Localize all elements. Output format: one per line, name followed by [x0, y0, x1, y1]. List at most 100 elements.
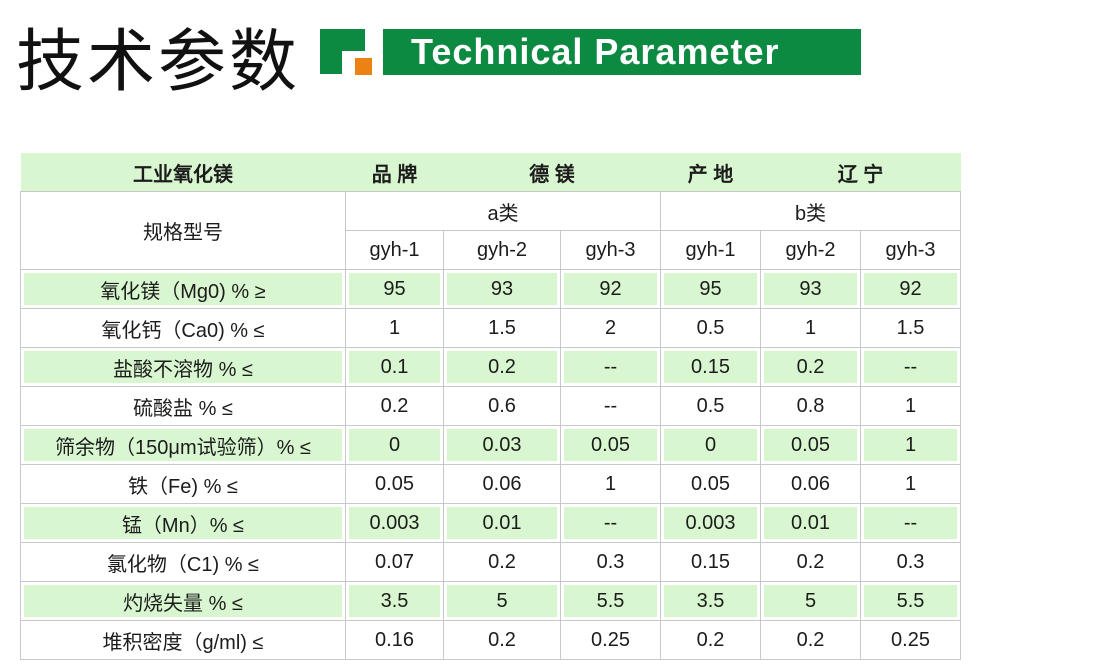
spec-label: 规格型号	[20, 191, 346, 270]
cell-value: 0.05	[760, 425, 861, 465]
cell-value: 0.03	[443, 425, 561, 465]
cell-value: 3.5	[345, 581, 444, 621]
cell-value: 0.05	[660, 464, 761, 504]
cell-value: 0.25	[560, 620, 661, 660]
model-cell: gyh-3	[860, 230, 961, 270]
cell-value: 0.3	[560, 542, 661, 582]
cell-value: 0.8	[760, 386, 861, 426]
header-origin-label: 产 地	[660, 153, 761, 192]
header-brand-value: 德 镁	[443, 153, 661, 192]
cell-value: --	[860, 347, 961, 387]
row-label: 堆积密度（g/ml) ≤	[20, 620, 346, 660]
cell-value: 0.2	[660, 620, 761, 660]
cell-value: 5	[443, 581, 561, 621]
section-banner: Technical Parameter	[383, 29, 861, 75]
cell-value: 0.2	[443, 542, 561, 582]
cell-value: 0.25	[860, 620, 961, 660]
table-row: 氧化钙（Ca0) % ≤ 1 1.5 2 0.5 1 1.5	[20, 308, 961, 348]
cell-value: --	[560, 503, 661, 543]
cell-value: 0.2	[443, 347, 561, 387]
cell-value: 0.2	[345, 386, 444, 426]
table-row: 灼烧失量 % ≤ 3.5 5 5.5 3.5 5 5.5	[20, 581, 961, 621]
cell-value: 95	[660, 269, 761, 309]
cell-value: 0.07	[345, 542, 444, 582]
model-cell: gyh-2	[760, 230, 861, 270]
cell-value: 93	[443, 269, 561, 309]
cell-value: 0.15	[660, 347, 761, 387]
table-row: 硫酸盐 % ≤ 0.2 0.6 -- 0.5 0.8 1	[20, 386, 961, 426]
cell-value: 5.5	[560, 581, 661, 621]
row-label: 硫酸盐 % ≤	[20, 386, 346, 426]
cell-value: 0.003	[660, 503, 761, 543]
header-product: 工业氧化镁	[20, 153, 346, 192]
table-row: 氯化物（C1) % ≤ 0.07 0.2 0.3 0.15 0.2 0.3	[20, 542, 961, 582]
cell-value: 3.5	[660, 581, 761, 621]
model-cell: gyh-1	[660, 230, 761, 270]
cell-value: 92	[560, 269, 661, 309]
cell-value: 0.2	[760, 542, 861, 582]
cell-value: 0.16	[345, 620, 444, 660]
row-label: 铁（Fe) % ≤	[20, 464, 346, 504]
cell-value: 0.5	[660, 308, 761, 348]
brand-logo-icon	[320, 29, 373, 78]
page-title: 技术参数	[16, 24, 301, 100]
row-label: 盐酸不溶物 % ≤	[20, 347, 346, 387]
cell-value: 5.5	[860, 581, 961, 621]
table-header-row: 工业氧化镁 品 牌 德 镁 产 地 辽 宁	[20, 153, 961, 192]
cell-value: 0.1	[345, 347, 444, 387]
model-cell: gyh-3	[560, 230, 661, 270]
cell-value: 0.003	[345, 503, 444, 543]
cell-value: 5	[760, 581, 861, 621]
table-row: 堆积密度（g/ml) ≤ 0.16 0.2 0.25 0.2 0.2 0.25	[20, 620, 961, 660]
cell-value: 1.5	[860, 308, 961, 348]
table-row: 筛余物（150μm试验筛）% ≤ 0 0.03 0.05 0 0.05 1	[20, 425, 961, 465]
cell-value: 1	[345, 308, 444, 348]
table-row: 氧化镁（Mg0) % ≥ 95 93 92 95 93 92	[20, 269, 961, 309]
model-cell: gyh-1	[345, 230, 444, 270]
row-label: 灼烧失量 % ≤	[20, 581, 346, 621]
cell-value: 0.3	[860, 542, 961, 582]
row-label: 锰（Mn）% ≤	[20, 503, 346, 543]
header-origin-value: 辽 宁	[760, 153, 961, 192]
cell-value: 0.05	[560, 425, 661, 465]
class-a-cell: a类	[345, 191, 661, 231]
cell-value: 1.5	[443, 308, 561, 348]
cell-value: 1	[860, 425, 961, 465]
cell-value: 92	[860, 269, 961, 309]
cell-value: 2	[560, 308, 661, 348]
class-b-cell: b类	[660, 191, 961, 231]
cell-value: 93	[760, 269, 861, 309]
cell-value: 1	[560, 464, 661, 504]
cell-value: 0.05	[345, 464, 444, 504]
table-row: 铁（Fe) % ≤ 0.05 0.06 1 0.05 0.06 1	[20, 464, 961, 504]
cell-value: 0.15	[660, 542, 761, 582]
cell-value: 0.2	[760, 620, 861, 660]
cell-value: 0.2	[760, 347, 861, 387]
cell-value: 1	[760, 308, 861, 348]
row-label: 筛余物（150μm试验筛）% ≤	[20, 425, 346, 465]
cell-value: 0.06	[443, 464, 561, 504]
cell-value: 0.06	[760, 464, 861, 504]
cell-value: 0.01	[443, 503, 561, 543]
technical-parameter-table: 工业氧化镁 品 牌 德 镁 产 地 辽 宁 规格型号 a类 b类 gyh-1 g…	[20, 153, 961, 660]
spec-class-row: 规格型号 a类 b类	[20, 191, 961, 270]
logo-orange-square	[355, 58, 372, 75]
header-brand-label: 品 牌	[345, 153, 444, 192]
row-label: 氯化物（C1) % ≤	[20, 542, 346, 582]
cell-value: 0.2	[443, 620, 561, 660]
cell-value: 0.5	[660, 386, 761, 426]
cell-value: --	[560, 347, 661, 387]
cell-value: 0	[345, 425, 444, 465]
cell-value: 1	[860, 386, 961, 426]
row-label: 氧化钙（Ca0) % ≤	[20, 308, 346, 348]
model-row: gyh-1 gyh-2 gyh-3 gyh-1 gyh-2 gyh-3	[21, 230, 961, 270]
cell-value: --	[560, 386, 661, 426]
cell-value: 95	[345, 269, 444, 309]
cell-value: --	[860, 503, 961, 543]
table-row: 盐酸不溶物 % ≤ 0.1 0.2 -- 0.15 0.2 --	[20, 347, 961, 387]
cell-value: 0.6	[443, 386, 561, 426]
row-label: 氧化镁（Mg0) % ≥	[20, 269, 346, 309]
cell-value: 0	[660, 425, 761, 465]
cell-value: 0.01	[760, 503, 861, 543]
